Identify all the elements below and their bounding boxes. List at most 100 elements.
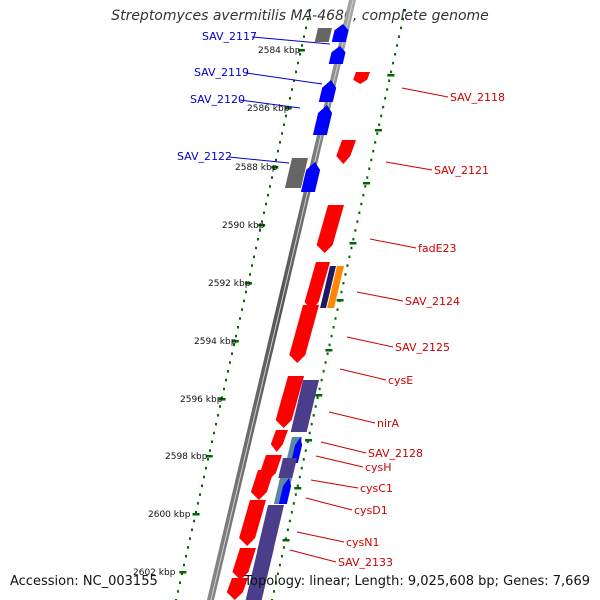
guide-dot xyxy=(261,220,263,223)
guide-dot xyxy=(189,537,191,540)
gene-label-cyse[interactable]: cysE xyxy=(388,374,414,387)
navy-feature-cysn1 xyxy=(257,505,284,551)
guide-dot xyxy=(213,431,215,435)
gene-label-sav-2122[interactable]: SAV_2122 xyxy=(177,150,233,163)
guide-dot xyxy=(356,220,359,223)
guide-dot xyxy=(293,79,295,82)
label-connector-line xyxy=(305,497,353,511)
gene-label-sav-2125[interactable]: SAV_2125 xyxy=(395,341,451,354)
guide-dot xyxy=(251,264,253,267)
label-connector-line xyxy=(385,161,433,171)
guide-dot xyxy=(318,387,321,391)
gene-label-sav-2120[interactable]: SAV_2120 xyxy=(190,93,246,106)
bp-tick-label: 2590 kbp xyxy=(222,221,265,231)
guide-dot xyxy=(237,326,239,329)
gene-label-cysd1[interactable]: cysD1 xyxy=(354,504,388,517)
guide-dot xyxy=(302,458,305,461)
guide-dot xyxy=(279,141,281,144)
guide-dot xyxy=(328,343,331,347)
guide-dot xyxy=(227,370,229,373)
forward-gene-cysn1 xyxy=(232,548,256,580)
guide-dot xyxy=(312,414,315,417)
reverse-gene-sav-2117 xyxy=(331,24,349,42)
genome-title: Streptomyces avermitilis MA-4680, comple… xyxy=(111,8,489,24)
gene-label-nira[interactable]: nirA xyxy=(377,417,400,430)
guide-dot xyxy=(263,211,265,215)
label-connector-line xyxy=(346,336,394,348)
bp-tick-mark xyxy=(305,439,313,442)
label-connector-line xyxy=(356,291,404,302)
guide-dot xyxy=(255,246,257,250)
grey-feature xyxy=(314,28,332,42)
gene-label-cysn1[interactable]: cysN1 xyxy=(346,536,380,549)
guide-dot xyxy=(219,405,221,408)
gene-label-cysc1[interactable]: cysC1 xyxy=(360,482,393,495)
label-connectors xyxy=(228,36,449,563)
label-connector-line xyxy=(296,531,345,543)
gene-label-sav-2121[interactable]: SAV_2121 xyxy=(434,164,490,177)
guide-dot xyxy=(269,185,271,188)
guide-dot xyxy=(195,510,197,514)
gene-label-sav-2119[interactable]: SAV_2119 xyxy=(194,66,250,79)
guide-dot xyxy=(276,572,279,576)
navy-feature-sav-2124 xyxy=(320,266,336,308)
guide-dot xyxy=(301,44,303,47)
guide-dot xyxy=(398,35,401,38)
guide-dot xyxy=(386,88,389,91)
bp-tick-mark xyxy=(284,107,292,110)
guide-dot xyxy=(309,9,311,12)
guide-dot xyxy=(340,290,343,294)
guide-dot xyxy=(326,352,329,355)
guide-dot xyxy=(305,26,307,30)
guide-dot xyxy=(209,449,211,452)
guide-dot xyxy=(366,176,369,179)
reverse-gene-cysd1 xyxy=(278,478,292,504)
guide-dot xyxy=(205,466,207,470)
bp-tick-mark xyxy=(387,74,395,77)
label-connector-line xyxy=(289,549,337,563)
guide-dot xyxy=(350,246,353,250)
label-connector-line xyxy=(315,455,364,468)
guide-dot xyxy=(364,185,367,188)
guide-dot xyxy=(225,378,227,382)
guide-dot xyxy=(223,387,225,391)
gene-label-cysh[interactable]: cysH xyxy=(365,461,392,474)
guide-dot xyxy=(352,237,355,241)
guide-lines xyxy=(175,9,406,600)
gene-label-sav-2117[interactable]: SAV_2117 xyxy=(202,30,258,43)
guide-dot xyxy=(181,572,183,576)
guide-dot xyxy=(280,554,283,558)
guide-dot xyxy=(384,97,387,100)
reverse-gene-sav-2122 xyxy=(300,162,321,192)
bp-tick-mark xyxy=(315,394,323,397)
guide-dot xyxy=(273,167,275,171)
gene-label-sav-2124[interactable]: SAV_2124 xyxy=(405,295,461,308)
guide-dot xyxy=(396,44,399,47)
bp-tick-label: 2586 kbp xyxy=(247,104,290,114)
forward-gene-cysd1 xyxy=(239,500,266,546)
guide-dot xyxy=(215,422,217,426)
guide-dot xyxy=(185,554,187,558)
guide-dot xyxy=(374,141,377,144)
gene-label-sav-2128[interactable]: SAV_2128 xyxy=(368,447,424,460)
guide-dot xyxy=(288,519,291,523)
guide-dot xyxy=(193,519,195,523)
guide-dot xyxy=(307,17,309,21)
guide-dot xyxy=(368,167,371,171)
guide-dot xyxy=(324,361,327,364)
guide-dot xyxy=(300,466,303,470)
guide-dot xyxy=(285,114,287,118)
guide-dot xyxy=(372,149,375,153)
gene-label-fade23[interactable]: fadE23 xyxy=(418,242,457,255)
gene-label-sav-2118[interactable]: SAV_2118 xyxy=(450,91,506,104)
guide-dot xyxy=(203,475,205,479)
guide-dot xyxy=(354,229,357,232)
guide-dot xyxy=(348,255,351,259)
guide-dot xyxy=(233,343,235,347)
guide-dot xyxy=(376,132,379,135)
bp-tick-mark xyxy=(244,282,252,285)
forward-gene-cysc1 xyxy=(250,470,274,500)
gene-label-sav-2133[interactable]: SAV_2133 xyxy=(338,556,394,569)
reverse-gene-sav-2119 xyxy=(328,46,346,64)
